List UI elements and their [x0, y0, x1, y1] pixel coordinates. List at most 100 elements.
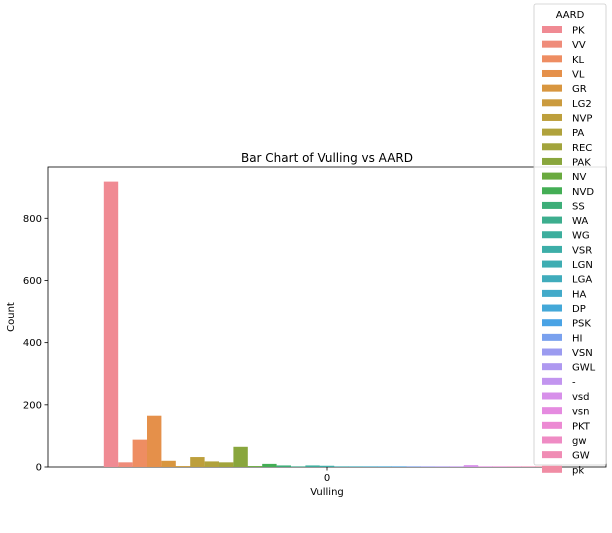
legend-swatch-GR [542, 84, 562, 92]
legend-swatch-LG2 [542, 99, 562, 107]
legend-label-NVD: NVD [572, 187, 594, 198]
legend-label-GW: GW [572, 451, 590, 462]
legend-label-DP: DP [572, 304, 586, 315]
y-tick-label: 0 [36, 463, 42, 474]
legend-label-PA: PA [572, 128, 584, 139]
bar-REC [219, 462, 234, 467]
legend-swatch-KL [542, 55, 562, 63]
legend-label-VSN: VSN [572, 348, 593, 359]
legend-swatch-NVP [542, 113, 562, 121]
y-axis-label: Count [6, 302, 17, 332]
y-tick-label: 200 [23, 400, 42, 411]
bar-VL [147, 415, 162, 467]
bar-VSN [420, 466, 435, 467]
legend-swatch-PA [542, 128, 562, 136]
x-tick-label: 0 [324, 473, 330, 484]
bar-vsn [478, 466, 493, 467]
legend-label-pk: pk [572, 465, 584, 476]
bar-PKT [492, 466, 507, 467]
bar-DP [377, 466, 392, 467]
legend-swatch-- [542, 377, 562, 385]
legend-label-LG2: LG2 [572, 99, 592, 110]
x-axis: 0 [324, 467, 330, 484]
legend-label-HI: HI [572, 333, 582, 344]
bar-VV [118, 462, 133, 467]
bar-VSR [319, 465, 335, 467]
legend-label-gw: gw [572, 436, 587, 447]
legend-label-PK: PK [572, 26, 585, 37]
legend-swatch-PK [542, 26, 562, 33]
legend-swatch-NVD [542, 187, 562, 195]
legend-swatch-VV [542, 40, 562, 48]
legend-label-VSR: VSR [572, 245, 592, 256]
bar-LGN [334, 466, 349, 467]
legend-swatch-GW [542, 451, 562, 459]
bar-WG [305, 465, 320, 467]
legend-swatch-PKT [542, 421, 562, 429]
legend-label-VL: VL [572, 69, 585, 80]
legend-label-VV: VV [572, 40, 586, 51]
legend-label-NV: NV [572, 172, 586, 183]
legend-label-vsd: vsd [572, 392, 589, 403]
x-axis-label: Vulling [310, 487, 344, 498]
legend-swatch-GWL [542, 363, 562, 371]
legend-swatch-HI [542, 333, 562, 341]
bar-gw [507, 466, 522, 467]
bars-group [103, 181, 551, 468]
legend-swatch-VSR [542, 245, 562, 253]
bar-PAK [233, 446, 248, 467]
legend-swatch-PSK [542, 319, 562, 327]
bar-PSK [391, 466, 407, 467]
bar-NV [247, 466, 263, 467]
legend-title: AARD [556, 10, 585, 21]
bar-LG2 [175, 466, 191, 467]
legend-swatch-vsn [542, 407, 562, 415]
legend-swatch-VL [542, 69, 562, 77]
legend-label-KL: KL [572, 55, 585, 66]
legend-swatch-NV [542, 172, 562, 180]
chart-title: Bar Chart of Vulling vs AARD [241, 151, 413, 165]
bar-GWL [435, 466, 450, 467]
legend-swatch-WG [542, 231, 562, 239]
legend-items: PK VV KL VL GR LG2 NVP PA REC PAK NV NVD SS WA WG VSR LG… [542, 26, 596, 476]
plot-area [47, 166, 607, 468]
bar-HA [363, 466, 378, 467]
legend-swatch-vsd [542, 392, 562, 400]
bar-KL [132, 439, 147, 467]
legend-swatch-VSN [542, 348, 562, 356]
legend-label-vsn: vsn [572, 407, 589, 418]
bar-LGA [348, 466, 363, 467]
bar-HI [406, 466, 421, 467]
bar-vsd [463, 465, 479, 467]
y-tick-label: 400 [23, 338, 42, 349]
legend-swatch-HA [542, 289, 562, 297]
legend-swatch-WA [542, 216, 562, 224]
legend: AARD PK VV KL VL GR LG2 NVP PA REC PAK NV NVD SS WA WG… [533, 3, 607, 476]
legend-label-WG: WG [572, 231, 590, 242]
bar-PK [103, 181, 119, 468]
bar-GR [161, 460, 176, 467]
legend-label-GR: GR [572, 84, 587, 95]
legend-label-LGN: LGN [572, 260, 593, 271]
legend-label-PAK: PAK [572, 157, 591, 168]
bar-SS [276, 465, 291, 467]
legend-label-PSK: PSK [572, 319, 591, 330]
y-tick-label: 800 [23, 214, 42, 225]
y-axis: 0 200 400 600 800 [23, 214, 48, 474]
legend-label-WA: WA [572, 216, 588, 227]
legend-label-LGA: LGA [572, 275, 592, 286]
legend-swatch-DP [542, 304, 562, 312]
legend-swatch-LGN [542, 260, 562, 268]
bar-GW [521, 466, 536, 467]
legend-swatch-PAK [542, 157, 562, 165]
plot-frame [47, 166, 607, 468]
bar-PA [204, 461, 219, 467]
legend-label--: - [572, 377, 576, 388]
legend-label-PKT: PKT [572, 421, 591, 432]
legend-swatch-pk [542, 465, 562, 473]
legend-swatch-SS [542, 201, 562, 209]
legend-label-GWL: GWL [572, 363, 596, 374]
legend-label-HA: HA [572, 289, 587, 300]
bar-WA [291, 466, 306, 467]
